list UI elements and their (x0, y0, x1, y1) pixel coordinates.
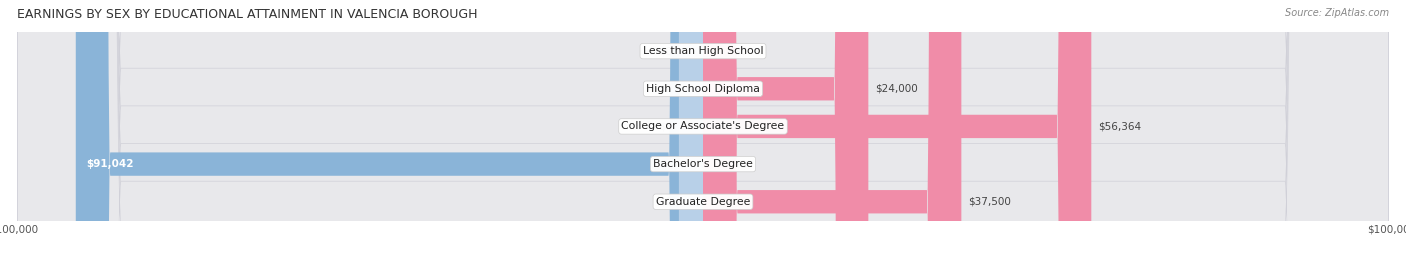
Text: Source: ZipAtlas.com: Source: ZipAtlas.com (1285, 8, 1389, 18)
FancyBboxPatch shape (679, 0, 703, 269)
Text: Bachelor's Degree: Bachelor's Degree (652, 159, 754, 169)
Text: $56,364: $56,364 (1098, 121, 1142, 132)
FancyBboxPatch shape (703, 0, 727, 269)
Text: $0: $0 (734, 46, 747, 56)
FancyBboxPatch shape (17, 0, 1389, 269)
Text: $37,500: $37,500 (969, 197, 1011, 207)
FancyBboxPatch shape (679, 0, 703, 269)
Text: $0: $0 (659, 46, 672, 56)
Text: Less than High School: Less than High School (643, 46, 763, 56)
FancyBboxPatch shape (679, 0, 703, 269)
FancyBboxPatch shape (703, 0, 1091, 269)
FancyBboxPatch shape (76, 0, 703, 269)
Text: Graduate Degree: Graduate Degree (655, 197, 751, 207)
FancyBboxPatch shape (17, 0, 1389, 269)
Text: $0: $0 (734, 159, 747, 169)
FancyBboxPatch shape (703, 0, 869, 269)
Text: High School Diploma: High School Diploma (647, 84, 759, 94)
Text: $0: $0 (659, 121, 672, 132)
FancyBboxPatch shape (703, 0, 727, 269)
Text: $24,000: $24,000 (875, 84, 918, 94)
Text: College or Associate's Degree: College or Associate's Degree (621, 121, 785, 132)
Text: EARNINGS BY SEX BY EDUCATIONAL ATTAINMENT IN VALENCIA BOROUGH: EARNINGS BY SEX BY EDUCATIONAL ATTAINMEN… (17, 8, 478, 21)
Text: $0: $0 (659, 84, 672, 94)
Text: $91,042: $91,042 (86, 159, 134, 169)
FancyBboxPatch shape (17, 0, 1389, 269)
FancyBboxPatch shape (703, 0, 962, 269)
FancyBboxPatch shape (679, 0, 703, 269)
FancyBboxPatch shape (17, 0, 1389, 269)
FancyBboxPatch shape (17, 0, 1389, 269)
Text: $0: $0 (659, 197, 672, 207)
